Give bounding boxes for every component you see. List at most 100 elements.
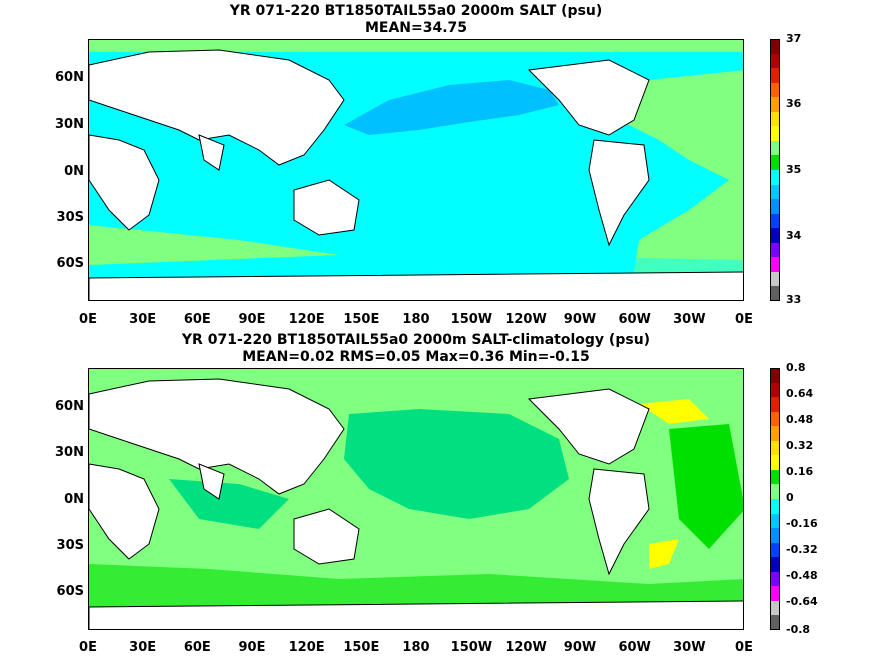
map1-antarctica	[89, 271, 743, 300]
map2-eurasia	[89, 378, 345, 495]
map1-lat-label: 60S	[56, 256, 84, 271]
colorbar-segment	[770, 528, 780, 544]
map1-lat-label: 30S	[56, 210, 84, 225]
map1-lon-label: 60W	[618, 312, 651, 327]
map1-north-america	[527, 59, 650, 136]
map2-lon-label: 30E	[129, 640, 157, 655]
colorbar-segment	[770, 199, 780, 215]
map2-lon-label: 180	[402, 640, 430, 655]
map1-plot	[88, 39, 744, 301]
map2-subtitle: MEAN=0.02 RMS=0.05 Max=0.36 Min=-0.15	[242, 349, 590, 365]
colorbar-segment	[770, 440, 780, 456]
colorbar-segment	[770, 557, 780, 573]
colorbar-segment	[770, 397, 780, 413]
map2-cb-label: -0.8	[786, 623, 811, 636]
colorbar-segment	[770, 586, 780, 602]
colorbar-segment	[770, 68, 780, 84]
colorbar-segment	[770, 257, 780, 273]
map2-south-america	[588, 468, 650, 576]
colorbar-segment	[770, 228, 780, 244]
map1-lon-label: 120E	[288, 312, 325, 327]
map2-lat-label: 0N	[64, 492, 84, 507]
map1-lat-label: 60N	[55, 70, 84, 85]
map2-pacific-core	[344, 409, 569, 519]
map2-lat-label: 30N	[55, 445, 84, 460]
colorbar-segment	[770, 170, 780, 186]
map1-atlantic	[609, 70, 743, 300]
colorbar-segment	[770, 184, 780, 200]
map1-lon-label: 150E	[343, 312, 380, 327]
map2-lon-label: 0E	[79, 640, 97, 655]
map1-cb-label: 37	[786, 32, 802, 45]
map1-subtitle: MEAN=34.75	[364, 20, 468, 36]
colorbar-segment	[770, 368, 780, 384]
map1-lon-label: 180	[402, 312, 430, 327]
map1-lon-label: 0E	[79, 312, 97, 327]
map1-title: YR 071-220 BT1850TAIL55a0 2000m SALT (ps…	[229, 3, 603, 19]
colorbar-segment	[770, 53, 780, 69]
map2-cb-label: 0.16	[786, 465, 814, 478]
map2-lat-label: 30S	[56, 538, 84, 553]
map2-title: YR 071-220 BT1850TAIL55a0 2000m SALT-cli…	[181, 332, 651, 348]
map1-lon-label: 90E	[238, 312, 266, 327]
map1-southern-band	[89, 225, 339, 265]
colorbar-segment	[770, 513, 780, 529]
map2-lon-label: 120E	[288, 640, 325, 655]
map2-lon-label: 30W	[673, 640, 706, 655]
map1-lat-label: 0N	[64, 164, 84, 179]
map2-cb-label: -0.32	[786, 543, 818, 556]
map2-lon-label: 60E	[183, 640, 211, 655]
map2-lat-label: 60S	[56, 584, 84, 599]
map1-australia	[293, 179, 360, 236]
map1-lon-label: 90W	[563, 312, 597, 327]
map2-cb-label: -0.16	[786, 517, 818, 530]
map2-cb-label: 0.64	[786, 387, 814, 400]
colorbar-segment	[770, 426, 780, 442]
map2-plot	[88, 368, 744, 630]
map1-india	[198, 134, 225, 171]
map2-australia	[293, 508, 360, 565]
map2-arctic	[89, 369, 743, 381]
map2-lon-label: 150W	[450, 640, 493, 655]
map2-lon-label: 0E	[735, 640, 753, 655]
map2-cb-label: 0.8	[786, 361, 806, 374]
colorbar-segment	[770, 469, 780, 485]
map2-lon-label: 90W	[563, 640, 597, 655]
map2-cb-label: -0.48	[786, 569, 818, 582]
map2-colorbar	[770, 368, 780, 631]
colorbar-segment	[770, 484, 780, 500]
map1-lon-label: 60E	[183, 312, 211, 327]
colorbar-segment	[770, 82, 780, 98]
map1-lon-label: 30E	[129, 312, 157, 327]
map1-lon-label: 120W	[505, 312, 547, 327]
map2-svg	[89, 369, 743, 629]
colorbar-segment	[770, 455, 780, 471]
map2-lon-label: 60W	[618, 640, 651, 655]
map1-cb-label: 34	[786, 229, 802, 242]
map1-lon-label: 0E	[735, 312, 753, 327]
map2-south-atlantic-max	[649, 539, 679, 569]
map1-africa	[89, 134, 160, 231]
colorbar-segment	[770, 615, 780, 631]
map2-india	[198, 463, 225, 500]
map2-africa	[89, 463, 160, 560]
colorbar-segment	[770, 499, 780, 515]
colorbar-segment	[770, 155, 780, 171]
map2-cb-label: 0.48	[786, 413, 814, 426]
map1-eurasia	[89, 49, 345, 166]
colorbar-segment	[770, 39, 780, 55]
map1-colorbar	[770, 39, 780, 302]
map1-lat-label: 30N	[55, 117, 84, 132]
colorbar-segment	[770, 411, 780, 427]
map1-svg	[89, 40, 743, 300]
map2-north-atlantic-max	[639, 399, 709, 424]
map1-lon-label: 30W	[673, 312, 706, 327]
colorbar-segment	[770, 600, 780, 616]
map2-antarctica	[89, 600, 743, 629]
colorbar-segment	[770, 111, 780, 127]
colorbar-segment	[770, 242, 780, 258]
map1-cb-label: 36	[786, 97, 802, 110]
map2-lon-label: 120W	[505, 640, 547, 655]
map2-southern-band	[89, 564, 743, 609]
map2-north-america	[527, 388, 650, 465]
